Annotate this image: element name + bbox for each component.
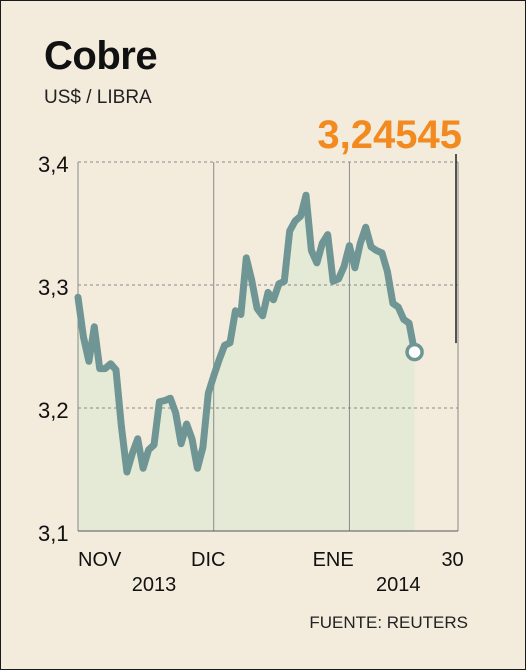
y-tick-label: 3,4 bbox=[38, 152, 69, 177]
area-layer bbox=[78, 195, 415, 531]
x-tick-label: NOV bbox=[78, 549, 122, 571]
y-tick-label: 3,2 bbox=[38, 398, 69, 423]
line-layer bbox=[74, 154, 457, 476]
x-year-label: 2014 bbox=[376, 574, 421, 596]
last-point-marker bbox=[405, 342, 424, 362]
grid-layer bbox=[77, 161, 459, 532]
chart-subtitle: US$ / LIBRA bbox=[44, 87, 152, 108]
source-note: FUENTE: REUTERS bbox=[309, 613, 468, 632]
series-area bbox=[78, 195, 415, 531]
x-year-label: 2013 bbox=[132, 574, 177, 596]
series-line bbox=[74, 191, 419, 476]
y-tick-label: 3,3 bbox=[38, 275, 69, 300]
label-layer: 3,1 3,2 3,3 3,4 3,24545 NOV DIC ENE 30 2013 2014 bbox=[38, 113, 464, 596]
x-tick-label: 30 bbox=[441, 549, 463, 571]
last-value-label: 3,24545 bbox=[317, 113, 462, 157]
chart-title: Cobre bbox=[44, 34, 158, 78]
y-tick-label: 3,1 bbox=[38, 521, 69, 546]
x-tick-label: DIC bbox=[191, 549, 225, 571]
x-tick-label: ENE bbox=[313, 549, 354, 571]
